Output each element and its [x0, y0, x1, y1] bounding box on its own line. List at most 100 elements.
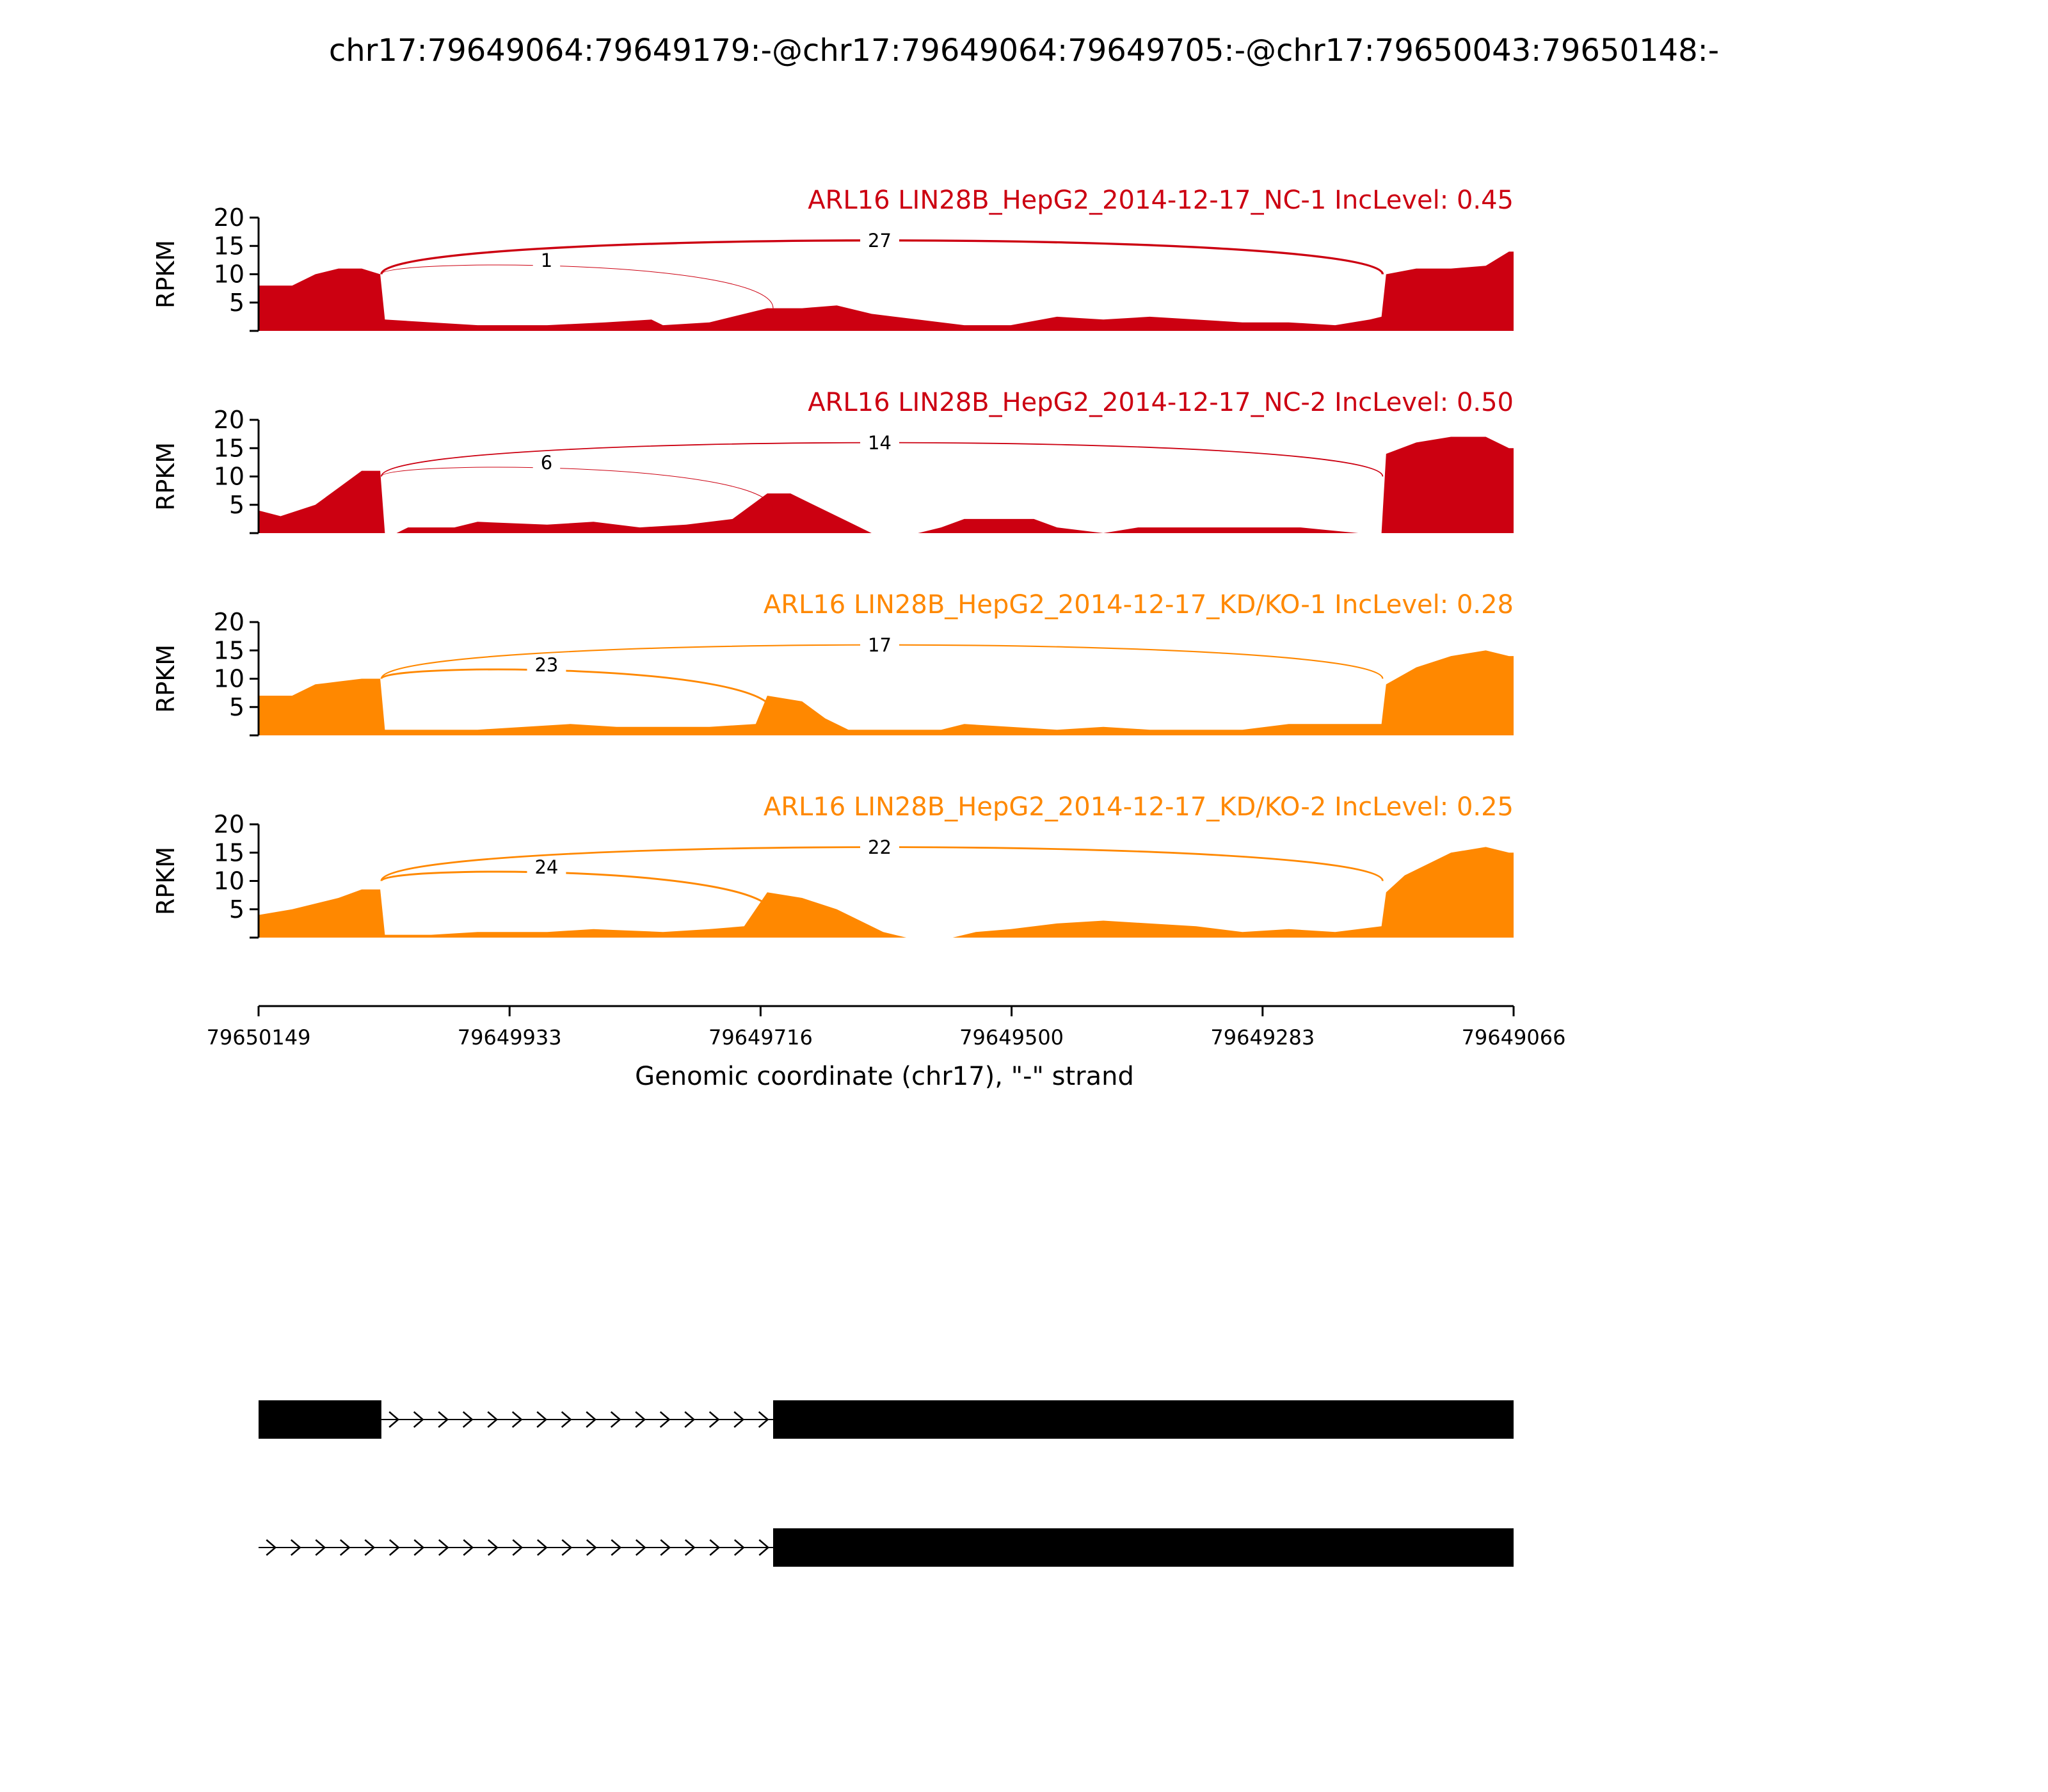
- y-tick-label: 5: [229, 895, 244, 924]
- strand-arrow: [290, 1539, 301, 1556]
- y-tick-label: 10: [214, 867, 244, 895]
- strand-arrow: [536, 1411, 548, 1428]
- y-tick-label: 10: [214, 260, 244, 289]
- strand-arrow: [708, 1411, 720, 1428]
- y-axis-label: RPKM: [152, 847, 180, 915]
- strand-arrow: [388, 1539, 400, 1556]
- y-tick-label: 5: [229, 491, 244, 519]
- junction-label-bg: [860, 835, 899, 860]
- exon-block: [259, 1400, 381, 1439]
- strand-arrow: [684, 1539, 696, 1556]
- junction-arc: [380, 870, 774, 915]
- track-title: ARL16 LIN28B_HepG2_2014-12-17_NC-1 IncLe…: [808, 186, 1514, 215]
- x-tick-label: 79649933: [458, 1025, 562, 1050]
- strand-arrow: [610, 1411, 621, 1428]
- strand-arrow: [438, 1411, 449, 1428]
- y-tick-label: 5: [229, 289, 244, 317]
- junction-label: 27: [868, 230, 892, 252]
- strand-arrow: [733, 1411, 745, 1428]
- junction-label-bg: [527, 855, 566, 879]
- y-tick-label: 20: [214, 810, 244, 838]
- strand-arrow: [660, 1539, 671, 1556]
- strand-arrow: [413, 1411, 424, 1428]
- strand-arrow: [635, 1539, 646, 1556]
- strand-arrow: [315, 1539, 326, 1556]
- junction-label-bg: [532, 248, 561, 273]
- strand-arrow: [561, 1411, 572, 1428]
- y-tick-label: 15: [214, 434, 244, 462]
- y-tick-label: 15: [214, 232, 244, 260]
- y-axis-label: RPKM: [152, 442, 180, 511]
- junction-arc: [381, 467, 774, 511]
- x-tick-label: 79649066: [1462, 1025, 1566, 1050]
- junction-label: 6: [541, 452, 552, 474]
- figure-title: chr17:79649064:79649179:-@chr17:79649064…: [329, 33, 1719, 68]
- strand-arrow: [511, 1411, 523, 1428]
- junction-label: 22: [868, 836, 892, 858]
- strand-arrow: [462, 1411, 474, 1428]
- y-tick-label: 20: [214, 406, 244, 434]
- coverage-area: [259, 436, 1514, 533]
- strand-arrow: [339, 1539, 351, 1556]
- junction-label: 23: [534, 654, 558, 676]
- y-tick-label: 20: [214, 204, 244, 232]
- x-axis-label: Genomic coordinate (chr17), "-" strand: [635, 1062, 1134, 1091]
- strand-arrow: [733, 1539, 745, 1556]
- exon-block: [773, 1528, 1514, 1567]
- junction-label-bg: [860, 228, 899, 253]
- strand-arrow: [709, 1539, 721, 1556]
- x-tick-label: 79650149: [207, 1025, 311, 1050]
- track-title: ARL16 LIN28B_HepG2_2014-12-17_NC-2 IncLe…: [808, 388, 1514, 417]
- strand-arrow: [758, 1539, 770, 1556]
- coverage-area: [259, 847, 1514, 938]
- isoform-track: [259, 1528, 1514, 1567]
- isoform-models: [259, 1400, 1514, 1567]
- strand-arrow: [487, 1411, 499, 1428]
- junction-label-bg: [527, 653, 566, 677]
- strand-arrow: [561, 1539, 573, 1556]
- y-axis-label: RPKM: [152, 644, 180, 713]
- y-tick-label: 10: [214, 665, 244, 693]
- y-tick-label: 5: [229, 693, 244, 721]
- x-tick-label: 79649716: [708, 1025, 813, 1050]
- junction-label: 1: [541, 250, 552, 271]
- track-title: ARL16 LIN28B_HepG2_2014-12-17_KD/KO-1 In…: [764, 590, 1514, 620]
- strand-arrow: [364, 1539, 376, 1556]
- strand-arrow: [266, 1539, 277, 1556]
- x-tick-label: 79649283: [1210, 1025, 1315, 1050]
- junction-arc: [380, 668, 774, 713]
- y-axis-label: RPKM: [152, 240, 180, 308]
- junction-arc: [381, 264, 774, 308]
- junction-label: 17: [868, 634, 892, 656]
- strand-arrow: [438, 1539, 449, 1556]
- junction-label: 24: [534, 856, 558, 878]
- isoform-track: [259, 1400, 1514, 1439]
- strand-arrow: [512, 1539, 524, 1556]
- y-tick-label: 10: [214, 463, 244, 491]
- exon-block: [773, 1400, 1514, 1439]
- y-tick-label: 15: [214, 838, 244, 867]
- junction-label-bg: [532, 451, 561, 475]
- strand-arrow: [487, 1539, 499, 1556]
- strand-arrow: [635, 1411, 646, 1428]
- junction-label-bg: [860, 633, 899, 657]
- y-tick-label: 15: [214, 636, 244, 664]
- strand-arrow: [758, 1411, 769, 1428]
- track-title: ARL16 LIN28B_HepG2_2014-12-17_KD/KO-2 In…: [764, 792, 1514, 822]
- x-tick-label: 79649500: [959, 1025, 1064, 1050]
- strand-arrow: [586, 1539, 597, 1556]
- junction-label-bg: [860, 431, 899, 455]
- x-axis: 79650149 79649933 79649716 79649500 79649283…: [207, 1005, 1566, 1050]
- y-tick-label: 20: [214, 608, 244, 636]
- strand-arrow: [659, 1411, 671, 1428]
- strand-arrow: [684, 1411, 696, 1428]
- junction-label: 14: [868, 432, 892, 454]
- strand-arrow: [536, 1539, 548, 1556]
- strand-arrow: [388, 1411, 400, 1428]
